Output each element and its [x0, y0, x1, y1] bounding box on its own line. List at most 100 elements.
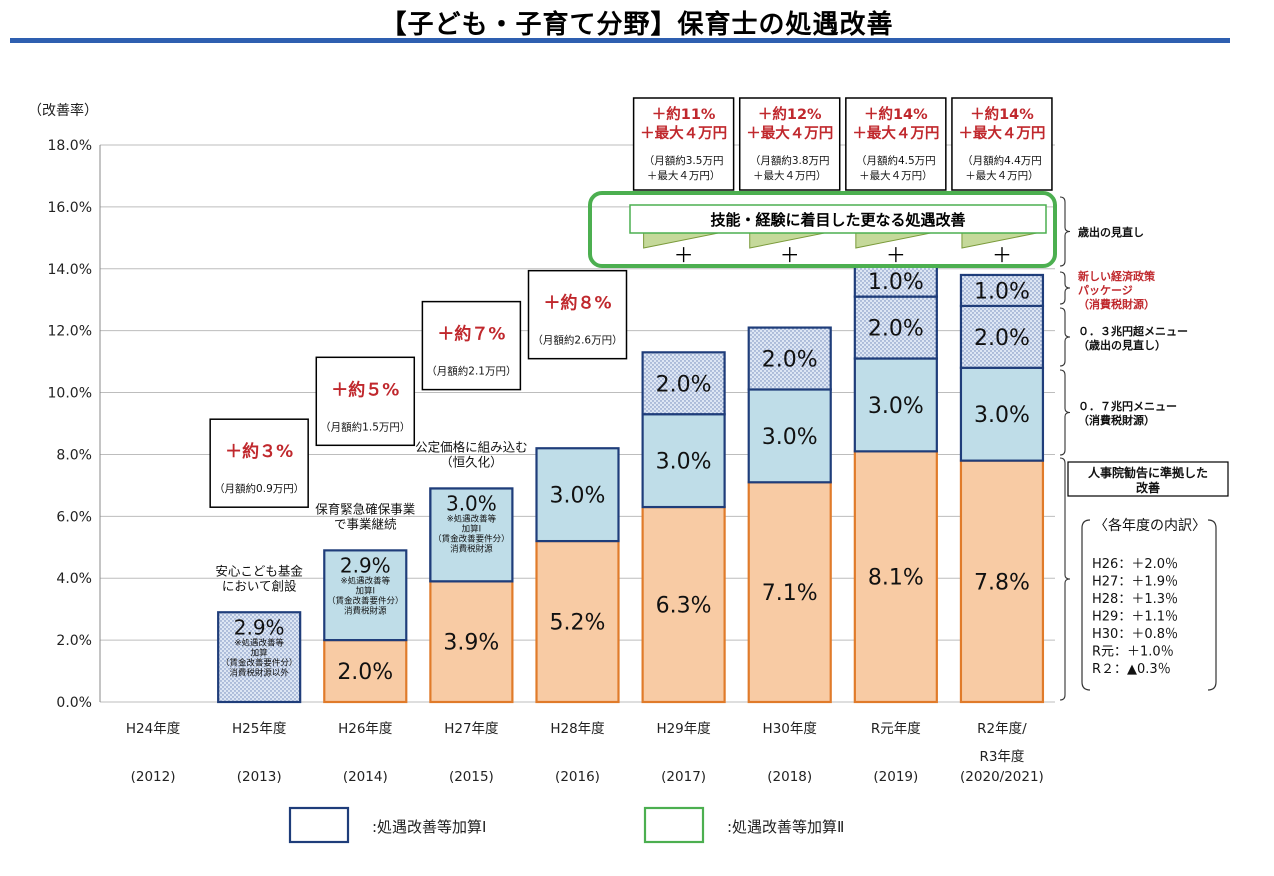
data-label: 2.0%	[974, 326, 1030, 351]
x-tick-label: H30年度	[763, 721, 817, 737]
breakdown-item: R元：＋1.0％	[1092, 645, 1174, 660]
breakdown-bracket-right	[1207, 519, 1217, 691]
bar-segment-base	[853, 450, 938, 704]
top-increase-percent: ＋約12%	[758, 105, 822, 123]
data-label: 6.3%	[656, 594, 712, 619]
breakdown-bracket-left	[1081, 519, 1091, 691]
increase-percent: ＋約８%	[543, 293, 611, 314]
skill-banner-text: 技能・経験に着目した更なる処遇改善	[710, 211, 965, 229]
brace	[1059, 457, 1071, 701]
y-tick-label: 10.0%	[48, 386, 92, 402]
data-label: 3.0%	[550, 484, 606, 509]
y-tick-label: 16.0%	[48, 200, 92, 216]
x-tick-label: H25年度	[232, 721, 286, 737]
x-tick-year: (2020/2021)	[960, 769, 1044, 785]
segment-note: 消費税財源	[450, 543, 493, 554]
top-increase-monthly: ＋最大４万円）	[859, 169, 933, 182]
x-tick-label: R元年度	[871, 721, 921, 737]
bar-segment-base	[747, 481, 832, 704]
increase-monthly: （月額約1.5万円）	[320, 420, 410, 433]
data-label: 1.0%	[868, 270, 924, 295]
top-increase-monthly: （月額約3.5万円	[644, 154, 724, 167]
segment-note: 消費税財源	[344, 605, 387, 616]
x-tick-year: (2018)	[767, 769, 812, 785]
breakdown-item: R２：▲0.3％	[1092, 662, 1171, 677]
segment-note: ※処遇改善等	[340, 575, 390, 586]
increase-percent: ＋約５%	[331, 379, 399, 400]
brace	[1059, 196, 1071, 267]
segment-note: ※処遇改善等	[447, 513, 497, 524]
top-increase-percent: ＋約14%	[864, 105, 928, 123]
top-increase-box	[845, 97, 947, 191]
data-label: 3.9%	[443, 631, 499, 656]
bar-segment-mid	[959, 366, 1045, 462]
top-increase-max: ＋最大４万円	[640, 124, 727, 142]
x-tick-year: (2012)	[131, 769, 176, 785]
segment-note: ※処遇改善等	[234, 637, 284, 648]
data-label: 3.0%	[762, 425, 818, 450]
top-increase-monthly: ＋最大４万円）	[647, 169, 721, 182]
legend-label: :処遇改善等加算Ⅰ	[372, 818, 486, 836]
data-label: 2.0%	[868, 317, 924, 342]
bar-segment-special	[429, 487, 514, 583]
data-label: 3.0%	[446, 491, 497, 515]
top-increase-max: ＋最大４万円	[852, 124, 939, 142]
plus-sign: ＋	[780, 243, 800, 267]
y-tick-label: 18.0%	[48, 138, 92, 154]
bar-segment-mid	[747, 388, 832, 484]
side-label-package: パッケージ	[1078, 284, 1133, 297]
bar-segment-special	[217, 611, 302, 704]
bar-segment-dot2	[747, 326, 832, 391]
bar-segment-mid	[853, 357, 938, 453]
top-increase-max: ＋最大４万円	[746, 124, 833, 142]
increase-monthly: （月額約2.6万円）	[532, 334, 622, 347]
side-label-budget: 歳出の見直し	[1078, 225, 1144, 239]
skill-banner-box	[629, 204, 1047, 234]
y-tick-label: 2.0%	[56, 633, 92, 649]
bar-segment-base	[429, 580, 514, 704]
top-increase-percent: ＋約11%	[652, 105, 716, 123]
y-tick-label: 0.0%	[56, 695, 92, 711]
bar-annotation: 保育緊急確保事業	[315, 502, 416, 517]
y-axis-label: （改善率）	[28, 102, 98, 119]
x-tick-year: (2017)	[661, 769, 706, 785]
breakdown-title: 〈各年度の内訳〉	[1094, 518, 1206, 534]
x-tick-label: R2年度/	[977, 721, 1027, 737]
top-increase-monthly: （月額約4.4万円	[962, 154, 1042, 167]
skill-banner-frame	[588, 191, 1057, 268]
top-increase-monthly: ＋最大４万円）	[965, 169, 1039, 182]
data-label: 1.0%	[974, 279, 1030, 304]
data-label: 3.0%	[868, 394, 924, 419]
top-increase-percent: ＋約14%	[970, 105, 1034, 123]
data-label: 2.0%	[762, 348, 818, 373]
increase-box	[209, 418, 309, 508]
jinjiin-box	[1067, 461, 1229, 497]
brace	[1059, 271, 1071, 305]
segment-note: （賃金改善要件分）	[433, 533, 510, 544]
bar-segment-dot1	[959, 273, 1045, 308]
y-tick-label: 4.0%	[56, 571, 92, 587]
increase-percent: ＋約３%	[225, 441, 293, 462]
breakdown-item: H28：＋1.3％	[1092, 592, 1178, 607]
bar-annotation: で事業継続	[334, 517, 397, 532]
side-labels: 歳出の見直し新しい経済政策パッケージ（消費税財源）０．３兆円超メニュー（歳出の見…	[1059, 196, 1229, 701]
legend-label: :処遇改善等加算Ⅱ	[727, 818, 844, 836]
top-increase-box	[738, 97, 841, 191]
x-tick-year: (2016)	[555, 769, 600, 785]
x-tick-year: (2019)	[873, 769, 918, 785]
bar-segment-base	[641, 505, 726, 704]
data-label: 8.1%	[868, 566, 924, 591]
breakdown-item: H26：＋2.0％	[1092, 557, 1178, 572]
side-label-package: （消費税財源）	[1078, 297, 1155, 311]
increase-monthly: （月額約2.1万円）	[426, 365, 516, 378]
y-tick-label: 6.0%	[56, 509, 92, 525]
x-tick-label: R3年度	[979, 749, 1024, 765]
top-increase-monthly: ＋最大４万円）	[753, 169, 827, 182]
bar-annotation: 公定価格に組み込む	[415, 440, 528, 455]
x-tick-year: (2014)	[343, 769, 388, 785]
bar-segment-base	[535, 539, 620, 704]
bar-annotation: 安心こども基金	[215, 564, 303, 579]
side-label-menu03: （歳出の見直し）	[1078, 338, 1166, 352]
plus-sign: ＋	[992, 243, 1012, 267]
side-label-menu03: ０．３兆円超メニュー	[1078, 324, 1188, 338]
